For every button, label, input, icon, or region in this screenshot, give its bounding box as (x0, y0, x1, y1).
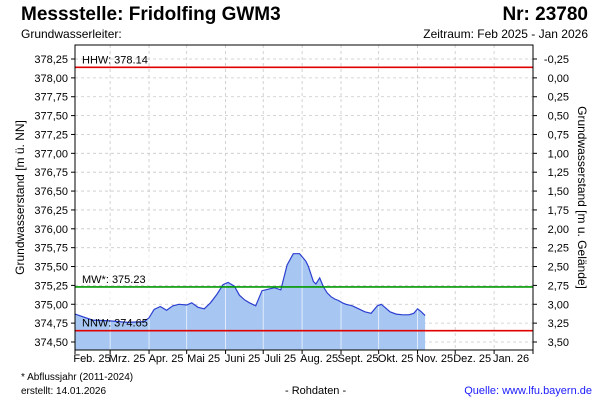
y-tick-label-right: 2,00 (548, 224, 569, 236)
x-tick-label: Mrz. 25 (109, 353, 146, 365)
y-tick-label-right: -0,25 (544, 54, 569, 66)
x-tick-label: Dez. 25 (453, 353, 491, 365)
x-tick-label: Nov. 25 (416, 353, 453, 365)
period-label: Zeitraum: Feb 2025 - Jan 2026 (423, 27, 588, 41)
reference-label: HHW: 378.14 (82, 54, 148, 66)
y-tick-label-right: 3,50 (548, 337, 569, 349)
y-tick-label-right: 2,25 (548, 243, 569, 255)
y-tick-label-right: 0,50 (548, 111, 569, 123)
x-tick-label: Juni 25 (225, 353, 260, 365)
y-tick-label-right: 3,25 (548, 318, 569, 330)
x-tick-label: Juli 25 (264, 353, 296, 365)
y-axis-label-left: Grundwasserstand [m ü. NN] (13, 120, 27, 275)
aquifer-label: Grundwasserleiter: (21, 27, 122, 41)
y-tick-label-left: 376,00 (34, 224, 68, 236)
y-tick-label-left: 374,75 (34, 318, 68, 330)
x-tick-label: Sept. 25 (338, 353, 379, 365)
footnote: * Abflussjahr (2011-2024) (21, 372, 134, 383)
y-tick-label-left: 377,00 (34, 148, 68, 160)
x-tick-label: Aug. 25 (300, 353, 338, 365)
y-tick-label-left: 376,75 (34, 167, 68, 179)
y-tick-label-left: 375,00 (34, 299, 68, 311)
y-tick-label-left: 375,75 (34, 243, 68, 255)
x-tick-label: Okt. 25 (378, 353, 413, 365)
reference-label: MW*: 375.23 (82, 274, 146, 286)
reference-label: NNW: 374.65 (82, 318, 148, 330)
y-tick-label-left: 377,25 (34, 129, 68, 141)
x-tick-label: Feb. 25 (73, 353, 110, 365)
y-tick-label-right: 2,50 (548, 262, 569, 274)
station-number: Nr: 23780 (502, 4, 588, 25)
series-line (74, 253, 426, 324)
y-tick-label-right: 0,25 (548, 92, 569, 104)
series-area (75, 253, 426, 350)
x-tick-label: Apr. 25 (149, 353, 184, 365)
y-tick-label-left: 377,75 (34, 92, 68, 104)
page-title: Messstelle: Fridolfing GWM3 (21, 4, 281, 25)
y-tick-label-left: 378,00 (34, 73, 68, 85)
created-date: erstellt: 14.01.2026 (21, 386, 107, 397)
y-tick-label-left: 374,50 (34, 337, 68, 349)
x-tick-label: Mai 25 (187, 353, 220, 365)
y-tick-label-right: 1,25 (548, 167, 569, 179)
plot-frame (74, 44, 534, 351)
y-tick-label-left: 376,25 (34, 205, 68, 217)
y-tick-label-right: 1,50 (548, 186, 569, 198)
raw-data-note: - Rohdaten - (285, 385, 347, 397)
y-tick-label-left: 378,25 (34, 54, 68, 66)
y-tick-label-right: 0,00 (548, 73, 569, 85)
x-tick-label: Jan. 26 (493, 353, 529, 365)
y-tick-label-right: 3,00 (548, 299, 569, 311)
y-tick-label-left: 375,50 (34, 262, 68, 274)
y-tick-label-right: 2,75 (548, 280, 569, 292)
y-tick-label-right: 1,75 (548, 205, 569, 217)
source-link[interactable]: Quelle: www.lfu.bayern.de (464, 385, 592, 397)
y-tick-label-right: 1,00 (548, 148, 569, 160)
y-tick-label-left: 375,25 (34, 280, 68, 292)
y-axis-label-right: Grundwasserstand [m u. Gelände] (575, 106, 589, 289)
y-tick-label-left: 376,50 (34, 186, 68, 198)
y-tick-label-left: 377,50 (34, 111, 68, 123)
y-tick-label-right: 0,75 (548, 129, 569, 141)
